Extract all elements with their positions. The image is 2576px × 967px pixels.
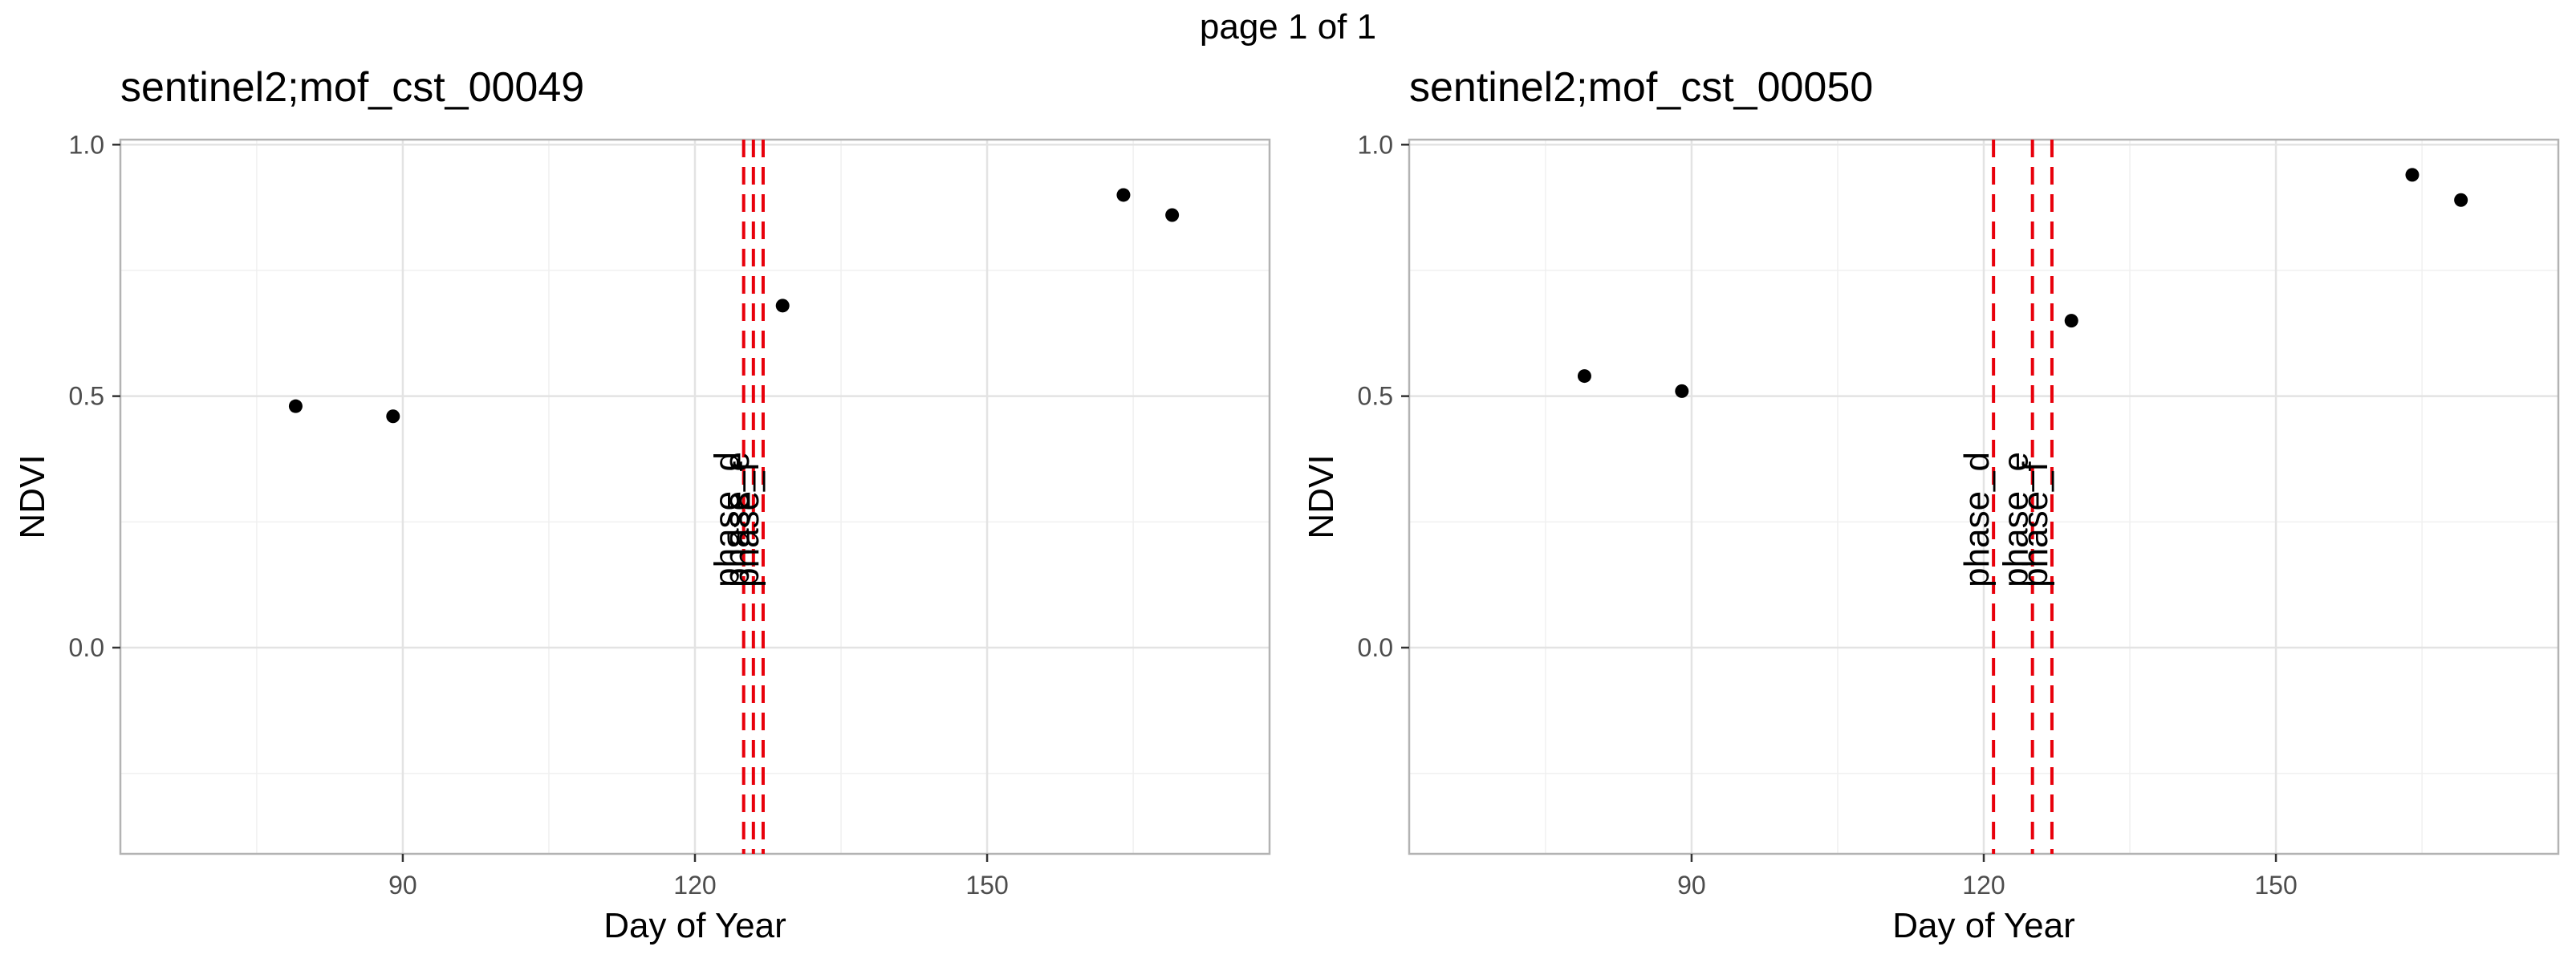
y-tick-label: 0.5 (69, 382, 104, 411)
y-tick-label: 0.5 (1358, 382, 1393, 411)
data-point (775, 299, 790, 313)
data-point (2405, 168, 2420, 182)
x-tick-label: 90 (1677, 871, 1706, 900)
x-tick-label: 120 (1962, 871, 2005, 900)
phase-label: phase_e (1997, 452, 2036, 587)
y-axis-title: NDVI (1302, 454, 1341, 538)
data-point (1116, 188, 1131, 202)
x-tick-label: 150 (2254, 871, 2297, 900)
x-tick-label: 120 (673, 871, 716, 900)
phase-label: phase_f (727, 461, 766, 587)
data-point (1165, 208, 1180, 222)
x-tick-label: 150 (965, 871, 1008, 900)
phase-label: phase_d (708, 452, 747, 587)
x-tick-label: 90 (388, 871, 417, 900)
x-axis-title: Day of Year (1892, 906, 2075, 945)
data-point (288, 399, 303, 413)
data-point (2064, 314, 2078, 328)
y-tick-label: 1.0 (1358, 130, 1393, 159)
y-axis-title: NDVI (13, 454, 52, 538)
x-axis-title: Day of Year (603, 906, 786, 945)
phase-label: phase_d (1957, 452, 1997, 587)
y-tick-label: 1.0 (69, 130, 104, 159)
y-tick-label: 0.0 (1358, 633, 1393, 662)
chart-title: sentinel2;mof_cst_00049 (120, 64, 584, 111)
y-tick-label: 0.0 (69, 633, 104, 662)
data-point (1675, 384, 1689, 398)
chart-title: sentinel2;mof_cst_00050 (1409, 64, 1873, 111)
data-point (1577, 369, 1591, 384)
phase-label: phase_e (717, 452, 757, 587)
data-point (2454, 193, 2468, 207)
page-title: page 1 of 1 (1200, 7, 1376, 47)
data-point (386, 409, 400, 424)
phase-label: phase_f (2016, 461, 2055, 587)
